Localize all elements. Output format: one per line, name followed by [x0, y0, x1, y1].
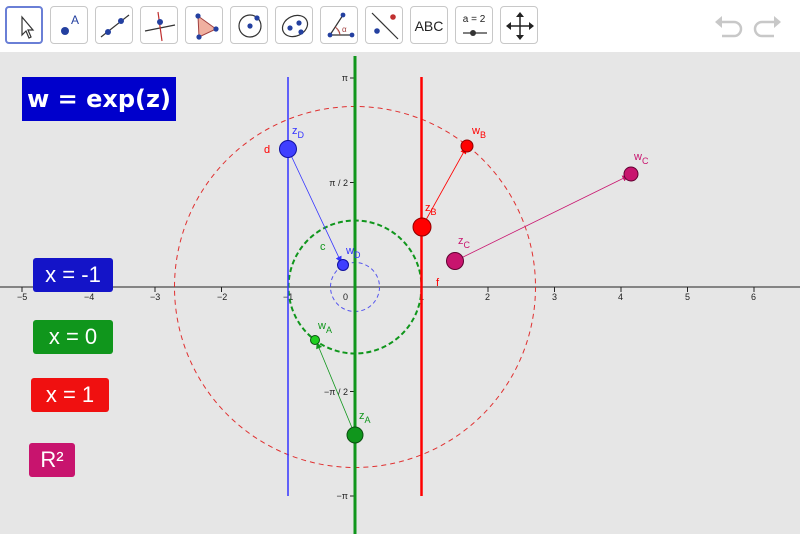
graphics-view[interactable]: −5 −4 −3 −2 −1 0 1 2 3 4 5 6 π π / 2 −π …	[0, 52, 800, 534]
x-tick-label: 6	[751, 292, 756, 302]
ellipse-icon	[281, 14, 309, 38]
x-zero-button[interactable]: x = 0	[33, 320, 113, 354]
point-icon: A	[61, 13, 79, 35]
label-zC: z	[458, 235, 464, 247]
x-tick-label: 4	[618, 292, 623, 302]
label-line-f: f	[436, 277, 440, 289]
label-wC: w	[633, 151, 642, 163]
cursor-arrow-icon	[21, 15, 35, 39]
toolbar: A	[0, 0, 800, 53]
y-tick-label: π	[342, 73, 348, 83]
point-wD	[337, 259, 349, 271]
graphics-svg: −5 −4 −3 −2 −1 0 1 2 3 4 5 6 π π / 2 −π …	[0, 56, 800, 534]
point-zA[interactable]	[346, 426, 364, 444]
move-graphics-view-tool-button[interactable]	[500, 6, 538, 44]
point-wB	[460, 139, 474, 153]
svg-text:α: α	[342, 25, 347, 34]
arrow-zB-wB	[421, 147, 467, 228]
svg-text:zC: zC	[458, 235, 471, 250]
undo-arrow-icon[interactable]	[712, 12, 746, 40]
line-icon	[100, 14, 130, 38]
label-zA: z	[359, 410, 365, 422]
circle-tool-button[interactable]	[230, 6, 268, 44]
line-tool-button[interactable]	[95, 6, 133, 44]
x-tick-label: 2	[485, 292, 490, 302]
svg-text:zD: zD	[292, 125, 305, 140]
svg-text:A: A	[71, 13, 79, 27]
svg-text:zB: zB	[425, 202, 437, 217]
svg-text:wD: wD	[345, 245, 361, 260]
label-wA: w	[317, 320, 326, 332]
x-minus-one-button[interactable]: x = -1	[33, 258, 113, 292]
label-circle-c: c	[320, 241, 326, 253]
x-axis-ticks	[21, 287, 755, 292]
redo-arrow-icon[interactable]	[750, 12, 784, 40]
point-zC[interactable]	[446, 252, 464, 270]
slider-tool-label: a = 2	[462, 14, 486, 25]
r-squared-button[interactable]: R²	[29, 443, 75, 477]
arrow-zC-wC	[454, 175, 629, 262]
x-tick-label: −4	[84, 292, 94, 302]
perpendicular-line-tool-button[interactable]	[140, 6, 178, 44]
circle-icon	[238, 14, 262, 38]
x-tick-label: −2	[217, 292, 227, 302]
x-tick-label: 5	[685, 292, 690, 302]
label-zD: z	[292, 125, 298, 137]
point-wC	[623, 166, 639, 182]
slider-tool-button[interactable]: a = 2	[455, 6, 493, 44]
polygon-tool-button[interactable]	[185, 6, 223, 44]
x-tick-label: 3	[552, 292, 557, 302]
y-tick-label: −π / 2	[324, 387, 348, 397]
x-tick-label: 0	[343, 292, 348, 302]
ellipse-tool-button[interactable]	[275, 6, 313, 44]
point-tool-button[interactable]: A	[50, 6, 88, 44]
arrow-zD-wD	[287, 148, 342, 263]
perpendicular-line-icon	[144, 11, 176, 42]
y-tick-label: −π	[337, 491, 348, 501]
point-zB[interactable]	[412, 217, 432, 237]
text-tool-button[interactable]: ABC	[410, 6, 448, 44]
y-tick-label: π / 2	[329, 178, 348, 188]
point-wA	[310, 335, 320, 345]
slider-icon	[463, 30, 487, 36]
polygon-icon	[195, 13, 219, 40]
label-line-d: d	[264, 144, 270, 156]
move-tool-button[interactable]	[5, 6, 43, 44]
angle-tool-button[interactable]: α	[320, 6, 358, 44]
point-zD[interactable]	[279, 140, 297, 158]
angle-icon: α	[327, 12, 355, 38]
x-one-button[interactable]: x = 1	[31, 378, 109, 412]
svg-text:zA: zA	[359, 410, 371, 425]
x-tick-label: −5	[17, 292, 27, 302]
arrow-zA-wA	[316, 342, 356, 436]
svg-text:wA: wA	[317, 320, 332, 335]
reflect-about-line-icon	[371, 12, 399, 40]
title-formula: w = exp(z)	[22, 77, 176, 121]
label-wB: w	[471, 125, 480, 137]
svg-text:wB: wB	[471, 125, 486, 140]
reflect-tool-button[interactable]	[365, 6, 403, 44]
label-wD: w	[345, 245, 354, 257]
label-zB: z	[425, 202, 431, 214]
svg-text:wC: wC	[633, 151, 649, 166]
move-arrows-icon	[506, 12, 534, 40]
text-tool-label: ABC	[414, 18, 444, 34]
x-tick-label: −3	[150, 292, 160, 302]
